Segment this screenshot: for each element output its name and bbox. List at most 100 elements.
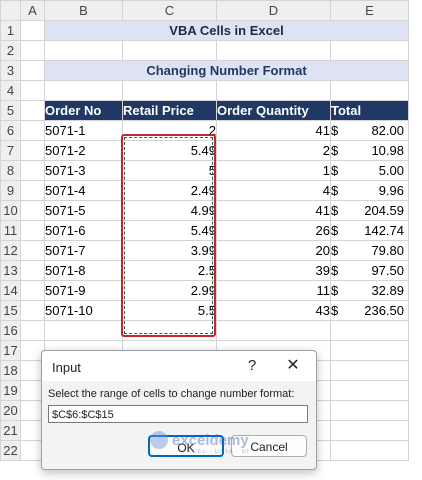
order-quantity-cell[interactable]: 11 [216,280,331,301]
row-header[interactable]: 9 [0,180,21,201]
order-no-cell[interactable]: 5071-2 [44,140,123,161]
retail-price-cell[interactable]: 2.99 [122,280,217,301]
retail-price-cell[interactable]: 3.99 [122,240,217,261]
total-cell[interactable]: $97.50 [330,260,409,281]
range-input[interactable]: $C$6:$C$15 [48,405,308,423]
order-no-cell[interactable]: 5071-1 [44,120,123,141]
cell[interactable] [20,60,45,81]
retail-price-cell[interactable]: 5.49 [122,220,217,241]
cell[interactable] [330,400,409,421]
row-header[interactable]: 19 [0,380,21,401]
cell[interactable] [20,40,45,61]
row-header[interactable]: 14 [0,280,21,301]
cell[interactable] [20,300,45,321]
cell[interactable] [216,320,331,341]
sheet-subtitle[interactable]: Changing Number Format [44,60,409,81]
retail-price-cell[interactable]: 5.5 [122,300,217,321]
cell[interactable] [20,100,45,121]
sheet-title[interactable]: VBA Cells in Excel [44,20,409,41]
column-header-c[interactable]: C [122,0,217,21]
order-no-cell[interactable]: 5071-8 [44,260,123,281]
retail-price-cell[interactable]: 5.49 [122,140,217,161]
cell[interactable] [20,80,45,101]
cell[interactable] [44,40,123,61]
cell[interactable] [20,140,45,161]
cell[interactable] [122,80,217,101]
order-no-cell[interactable]: 5071-7 [44,240,123,261]
order-quantity-cell[interactable]: 41 [216,200,331,221]
cell[interactable] [20,360,45,381]
row-header[interactable]: 18 [0,360,21,381]
row-header[interactable]: 5 [0,100,21,121]
row-header[interactable]: 2 [0,40,21,61]
cell[interactable] [20,180,45,201]
order-no-cell[interactable]: 5071-3 [44,160,123,181]
retail-price-header[interactable]: Retail Price [122,100,217,121]
row-header[interactable]: 4 [0,80,21,101]
cell[interactable] [330,420,409,441]
ok-button[interactable]: OK [148,435,224,457]
cancel-button[interactable]: Cancel [231,435,307,457]
total-cell[interactable]: $9.96 [330,180,409,201]
cell[interactable] [330,340,409,361]
cell[interactable] [44,320,123,341]
cell[interactable] [20,20,45,41]
order-quantity-cell[interactable]: 26 [216,220,331,241]
cell[interactable] [330,360,409,381]
order-quantity-header[interactable]: Order Quantity [216,100,331,121]
row-header[interactable]: 12 [0,240,21,261]
cell[interactable] [20,320,45,341]
order-no-cell[interactable]: 5071-6 [44,220,123,241]
close-icon[interactable]: ✕ [286,357,300,374]
order-quantity-cell[interactable]: 1 [216,160,331,181]
order-quantity-cell[interactable]: 39 [216,260,331,281]
row-header[interactable]: 21 [0,420,21,441]
cell[interactable] [216,80,331,101]
column-header-a[interactable]: A [20,0,45,21]
row-header[interactable]: 20 [0,400,21,421]
cell[interactable] [20,260,45,281]
total-cell[interactable]: $10.98 [330,140,409,161]
row-header[interactable]: 17 [0,340,21,361]
column-header-b[interactable]: B [44,0,123,21]
row-header[interactable]: 10 [0,200,21,221]
order-no-cell[interactable]: 5071-10 [44,300,123,321]
cell[interactable] [20,160,45,181]
row-header[interactable]: 13 [0,260,21,281]
row-header[interactable]: 11 [0,220,21,241]
cell[interactable] [20,420,45,441]
cell[interactable] [20,120,45,141]
total-header[interactable]: Total [330,100,409,121]
total-cell[interactable]: $79.80 [330,240,409,261]
cell[interactable] [330,320,409,341]
cell[interactable] [20,280,45,301]
cell[interactable] [216,40,331,61]
row-header[interactable]: 3 [0,60,21,81]
total-cell[interactable]: $5.00 [330,160,409,181]
total-cell[interactable]: $236.50 [330,300,409,321]
column-header-e[interactable]: E [330,0,409,21]
row-header[interactable]: 22 [0,440,21,461]
total-cell[interactable]: $142.74 [330,220,409,241]
cell[interactable] [44,80,123,101]
order-no-cell[interactable]: 5071-5 [44,200,123,221]
cell[interactable] [20,200,45,221]
order-quantity-cell[interactable]: 2 [216,140,331,161]
row-header[interactable]: 1 [0,20,21,41]
cell[interactable] [330,380,409,401]
cell[interactable] [330,40,409,61]
row-header[interactable]: 6 [0,120,21,141]
total-cell[interactable]: $82.00 [330,120,409,141]
row-header[interactable]: 7 [0,140,21,161]
order-quantity-cell[interactable]: 43 [216,300,331,321]
cell[interactable] [122,40,217,61]
cell[interactable] [20,220,45,241]
cell[interactable] [330,80,409,101]
order-quantity-cell[interactable]: 41 [216,120,331,141]
total-cell[interactable]: $32.89 [330,280,409,301]
select-all-corner[interactable] [0,0,21,21]
order-no-header[interactable]: Order No [44,100,123,121]
row-header[interactable]: 15 [0,300,21,321]
order-no-cell[interactable]: 5071-9 [44,280,123,301]
order-quantity-cell[interactable]: 20 [216,240,331,261]
